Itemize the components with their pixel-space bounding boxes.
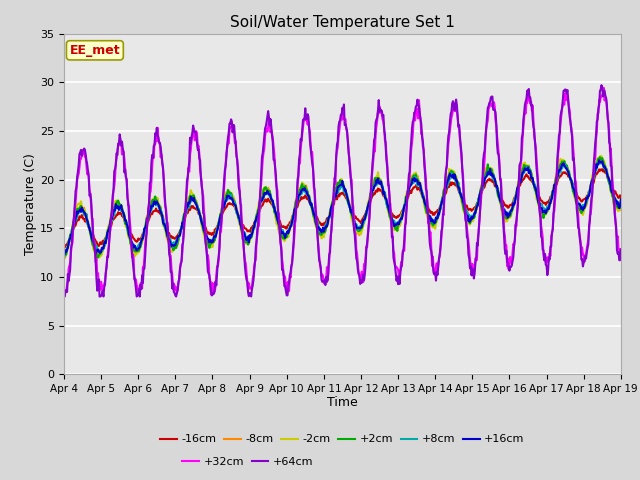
+2cm xyxy=(566,175,574,181)
Line: +16cm: +16cm xyxy=(64,160,621,256)
+64cm xyxy=(182,193,190,199)
+2cm xyxy=(335,180,342,186)
+2cm xyxy=(617,203,625,208)
+64cm xyxy=(617,246,625,252)
+16cm xyxy=(566,174,573,180)
+16cm xyxy=(617,197,625,203)
+64cm xyxy=(60,294,68,300)
+8cm xyxy=(206,239,214,245)
X-axis label: Time: Time xyxy=(327,396,358,408)
+8cm xyxy=(334,191,342,196)
-8cm xyxy=(60,254,68,260)
-2cm xyxy=(388,223,396,229)
Line: -2cm: -2cm xyxy=(64,156,621,258)
+8cm xyxy=(566,174,573,180)
+64cm xyxy=(598,82,605,88)
-2cm xyxy=(182,202,190,208)
-16cm xyxy=(60,243,68,249)
+64cm xyxy=(206,280,214,286)
-8cm xyxy=(183,204,191,210)
-8cm xyxy=(595,157,602,163)
+16cm xyxy=(206,237,214,243)
+16cm xyxy=(388,216,396,222)
+32cm xyxy=(389,235,397,240)
-2cm xyxy=(334,181,342,187)
+8cm xyxy=(388,217,396,223)
+32cm xyxy=(60,290,68,296)
+2cm xyxy=(60,254,68,260)
+16cm xyxy=(443,180,451,186)
-16cm xyxy=(335,192,342,198)
-2cm xyxy=(60,255,68,261)
+2cm xyxy=(444,177,451,182)
-16cm xyxy=(566,177,574,183)
-16cm xyxy=(444,184,451,190)
+2cm xyxy=(93,254,101,260)
-8cm xyxy=(389,219,397,225)
Line: -8cm: -8cm xyxy=(64,160,621,258)
+64cm xyxy=(388,234,396,240)
Line: +32cm: +32cm xyxy=(64,88,621,294)
+8cm xyxy=(617,201,625,206)
-8cm xyxy=(335,186,342,192)
Line: +2cm: +2cm xyxy=(64,157,621,257)
+16cm xyxy=(60,253,68,259)
+8cm xyxy=(443,183,451,189)
Line: +64cm: +64cm xyxy=(64,85,621,297)
+32cm xyxy=(444,153,451,158)
+64cm xyxy=(443,163,451,169)
Line: +8cm: +8cm xyxy=(64,160,621,258)
+2cm xyxy=(389,220,397,226)
+32cm xyxy=(183,186,191,192)
+32cm xyxy=(335,133,342,139)
+16cm xyxy=(595,157,603,163)
+32cm xyxy=(617,252,625,258)
+16cm xyxy=(334,184,342,190)
+2cm xyxy=(596,154,604,160)
+64cm xyxy=(566,115,573,120)
-16cm xyxy=(389,212,397,217)
-2cm xyxy=(617,204,625,209)
+8cm xyxy=(60,255,68,261)
-2cm xyxy=(598,153,605,159)
-8cm xyxy=(617,204,625,210)
Text: EE_met: EE_met xyxy=(70,44,120,57)
Y-axis label: Temperature (C): Temperature (C) xyxy=(24,153,37,255)
-8cm xyxy=(566,176,574,181)
-2cm xyxy=(443,175,451,181)
-8cm xyxy=(207,240,215,245)
-2cm xyxy=(566,175,573,181)
+16cm xyxy=(182,206,190,212)
-16cm xyxy=(183,210,191,216)
+2cm xyxy=(207,241,215,247)
-16cm xyxy=(207,231,215,237)
-2cm xyxy=(206,244,214,250)
-16cm xyxy=(617,195,625,201)
+32cm xyxy=(566,121,574,127)
Legend: +32cm, +64cm: +32cm, +64cm xyxy=(178,452,317,471)
+32cm xyxy=(600,85,607,91)
-16cm xyxy=(61,244,68,250)
+64cm xyxy=(334,138,342,144)
+32cm xyxy=(135,291,143,297)
-8cm xyxy=(444,180,451,185)
Line: -16cm: -16cm xyxy=(64,169,621,247)
-8cm xyxy=(61,255,68,261)
Title: Soil/Water Temperature Set 1: Soil/Water Temperature Set 1 xyxy=(230,15,455,30)
+8cm xyxy=(595,157,603,163)
+8cm xyxy=(182,211,190,217)
-16cm xyxy=(598,167,606,172)
+2cm xyxy=(183,201,191,206)
+32cm xyxy=(207,291,215,297)
